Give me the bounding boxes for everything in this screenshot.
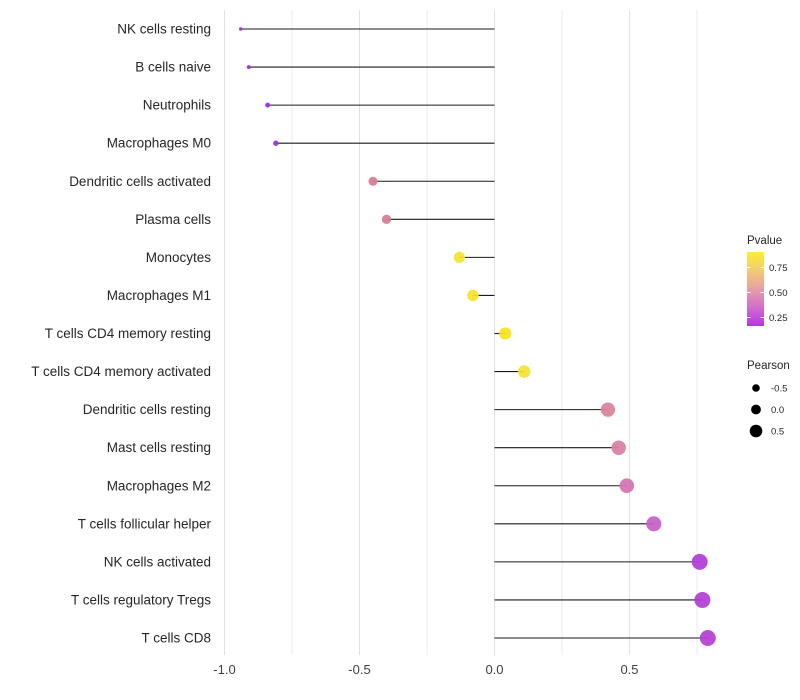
lollipop-dot [238, 27, 243, 31]
x-tick-label: 0.5 [620, 662, 638, 677]
pearson-size-dot [749, 424, 763, 438]
grid-layer [224, 10, 698, 655]
pearson-legend-title: Pearson [747, 360, 790, 372]
row-label: Plasma cells [135, 212, 211, 227]
row-label: T cells CD4 memory resting [45, 326, 211, 341]
row-label: T cells CD4 memory activated [31, 364, 211, 379]
pearson-size-label: 0.5 [771, 427, 784, 438]
row-label: B cells naive [135, 60, 211, 75]
pearson-size-label: 0.0 [771, 405, 784, 416]
pearson-size-dot [751, 404, 761, 415]
row-label: Mast cells resting [107, 440, 211, 455]
row-label: Macrophages M2 [107, 478, 211, 493]
row-label: T cells follicular helper [78, 516, 212, 531]
pearson-size-dot [752, 384, 760, 392]
colorbar-tick-label: 0.75 [769, 263, 788, 274]
row-label: Macrophages M1 [107, 288, 211, 303]
lollipop-dot [646, 516, 662, 532]
lollipop-dot [619, 478, 635, 494]
row-label: NK cells activated [104, 554, 211, 569]
x-tick-label: -1.0 [213, 662, 235, 677]
label-layer: -1.0 -0.5 0.0 0.5 NK cells resting B cells na… [31, 22, 638, 678]
pearson-size-label: -0.5 [771, 384, 787, 395]
lollipop-dot [246, 65, 251, 70]
row-label: T cells regulatory Tregs [71, 592, 211, 607]
lollipop-dot [517, 365, 531, 378]
pvalue-legend-title: Pvalue [747, 235, 782, 247]
colorbar-tick-label: 0.25 [769, 313, 788, 324]
lollipop-dot [467, 289, 479, 302]
row-label: T cells CD8 [141, 631, 211, 646]
colorbar-tick-label: 0.50 [769, 288, 788, 299]
lollipop-dot [499, 327, 512, 340]
stem-layer [240, 28, 708, 639]
pvalue-colorbar [747, 252, 764, 326]
row-label: Dendritic cells resting [83, 402, 211, 417]
lollipop-dot [265, 102, 271, 108]
row-label: Neutrophils [143, 98, 212, 113]
lollipop-dot [699, 629, 716, 647]
row-label: Macrophages M0 [107, 136, 211, 151]
lollipop-dot [381, 214, 392, 225]
lollipop-dot [273, 140, 279, 146]
legend-layer: Pvalue 0.75 0.50 0.25 Pearson -0.5 0.0 0.5 [747, 235, 790, 438]
x-tick-label: 0.0 [485, 662, 503, 677]
lollipop-dot [694, 591, 711, 608]
row-label: Monocytes [146, 250, 212, 265]
x-tick-label: -0.5 [348, 662, 370, 677]
lollipop-dot [453, 251, 466, 264]
lollipop-dot [691, 553, 708, 570]
lollipop-dot [600, 402, 616, 417]
dot-layer [238, 27, 716, 647]
lollipop-dot [368, 176, 378, 186]
row-label: Dendritic cells activated [69, 174, 211, 189]
lollipop-dot [611, 440, 626, 455]
row-label: NK cells resting [117, 22, 211, 37]
